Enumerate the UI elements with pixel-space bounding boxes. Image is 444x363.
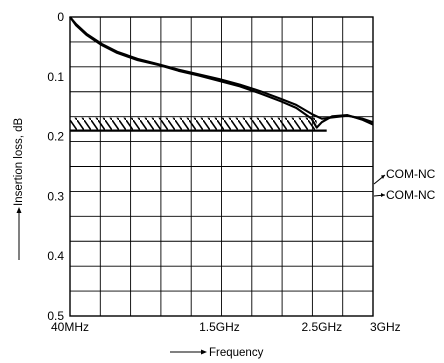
x-tick-label: 1.5GHz	[199, 320, 240, 334]
y-tick-labels: 0 0.1 0.2 0.3 0.4 0.5	[47, 10, 64, 323]
x-tick-label: 40MHz	[51, 320, 89, 334]
y-axis-label: Insertion loss, dB	[13, 117, 25, 206]
plot-frame	[69, 16, 374, 317]
x-axis-label: Frequency	[209, 347, 264, 359]
x-tick-label: 2.5GHz	[301, 320, 342, 334]
y-tick-label: 0.3	[47, 189, 64, 203]
chart-grid	[70, 17, 373, 316]
callout-upper: COM-NC	[386, 167, 436, 181]
x-axis-title: Frequency	[170, 347, 264, 359]
x-tick-label: 3GHz	[370, 320, 401, 334]
spec-limit-hatch	[70, 117, 317, 131]
series-layer	[69, 16, 374, 129]
y-tick-label: 0.5	[47, 309, 64, 323]
y-tick-label: 0.1	[47, 70, 64, 84]
curve-callouts: COM-NC COM-NC	[373, 167, 436, 202]
callout-lower: COM-NC	[386, 188, 436, 202]
y-tick-label: 0.4	[47, 249, 64, 263]
y-axis-title: Insertion loss, dB	[13, 117, 25, 260]
y-tick-label: 0.2	[47, 130, 64, 144]
spec-limit-band	[70, 117, 327, 132]
series-line-2	[69, 16, 374, 129]
y-tick-label: 0	[57, 10, 64, 24]
x-tick-labels: 40MHz 1.5GHz 2.5GHz 3GHz	[51, 320, 401, 334]
